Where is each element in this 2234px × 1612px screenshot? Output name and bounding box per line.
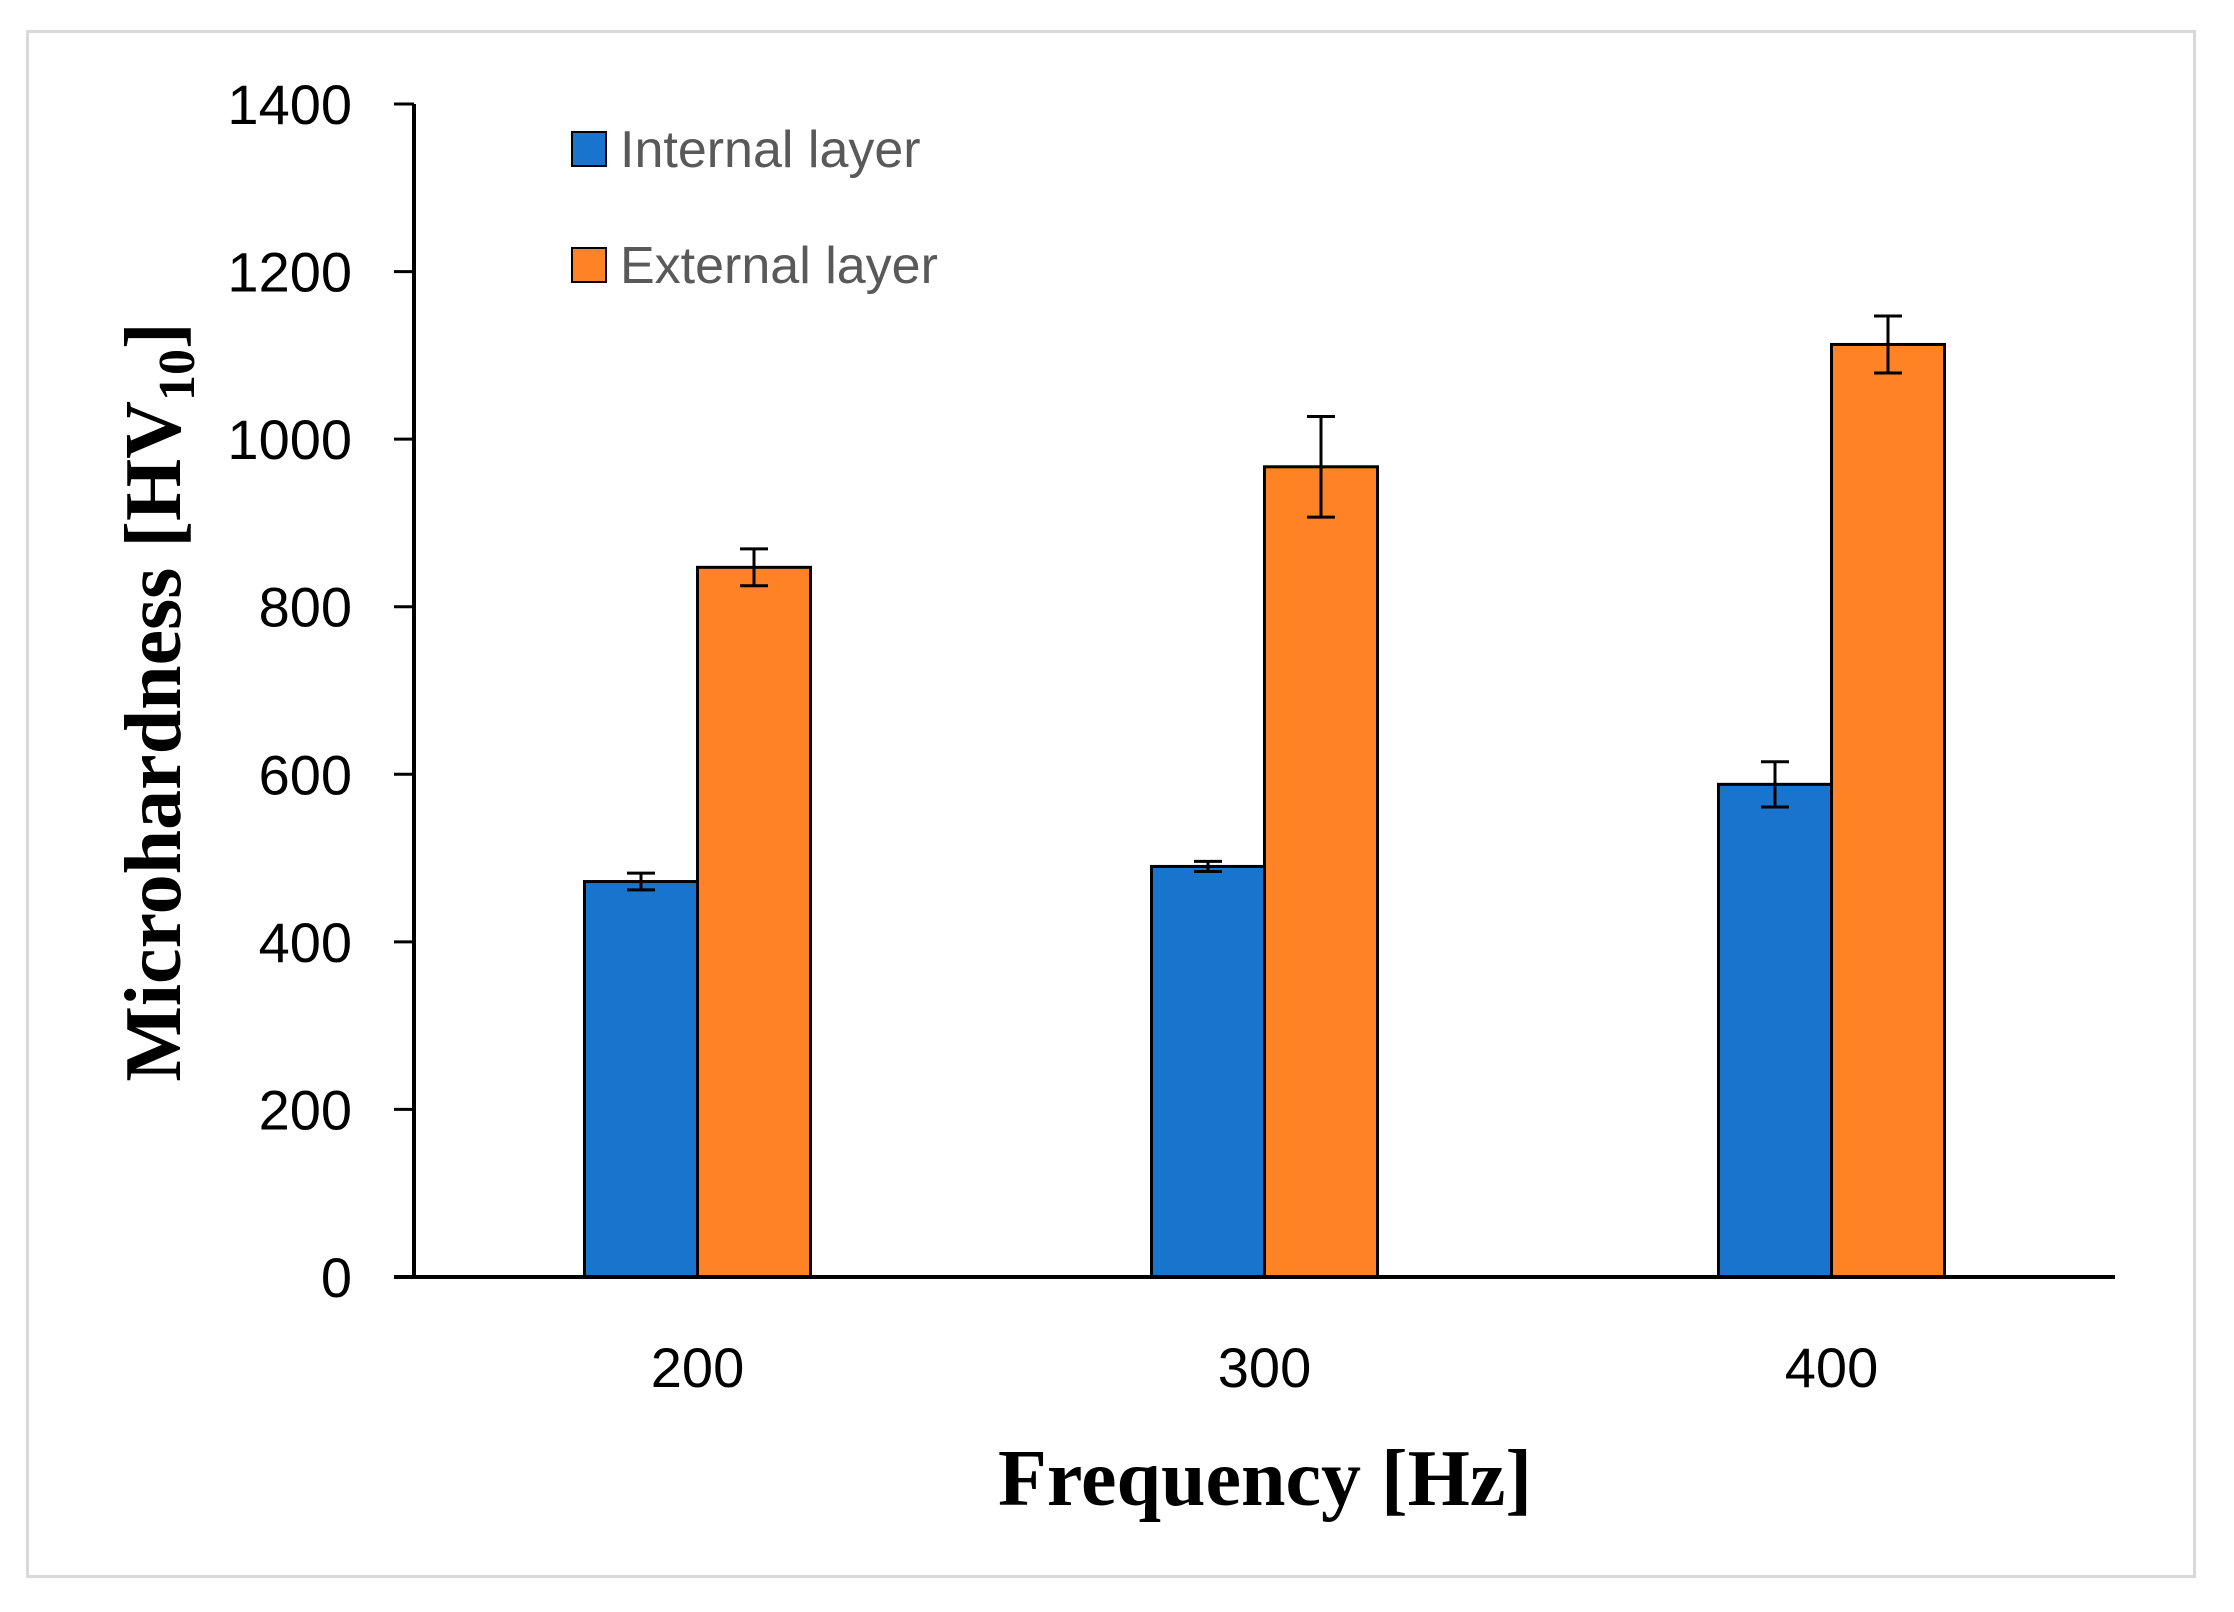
x-tick-label: 400 <box>1785 1336 1878 1399</box>
legend-label-external-layer: External layer <box>620 237 938 295</box>
bar-internal-layer-300 <box>1150 864 1266 1279</box>
error-bar-external-layer-200 <box>740 547 768 588</box>
legend-swatch-internal-layer <box>571 131 607 167</box>
y-axis-ticks: 0 200 400 600 800 1000 1200 1400 <box>227 73 414 1309</box>
y-axis-title: Microhardness [HV10] <box>110 322 206 1081</box>
bar-external-layer-400 <box>1830 342 1946 1279</box>
y-axis-title-close: ] <box>110 322 198 349</box>
bar-external-layer-300 <box>1263 465 1379 1279</box>
error-bar-external-layer-300 <box>1307 415 1335 519</box>
legend: Internal layer External layer <box>571 121 938 295</box>
bar-internal-layer-400 <box>1717 782 1833 1279</box>
y-tick-label: 400 <box>259 911 352 974</box>
error-bar-internal-layer-300 <box>1194 859 1222 873</box>
error-bar-internal-layer-400 <box>1761 760 1789 809</box>
x-axis-ticks: 200 300 400 <box>651 1336 1878 1399</box>
y-tick-label: 600 <box>259 743 352 806</box>
bar-external-layer-200 <box>696 565 812 1279</box>
bars <box>583 342 1946 1279</box>
x-axis-title: Frequency [Hz] <box>998 1435 1532 1523</box>
y-axis-title-main: Microhardness [HV <box>110 401 198 1082</box>
y-tick-label: 800 <box>259 576 352 639</box>
y-axis-title-subscript: 10 <box>149 349 206 401</box>
error-bar-internal-layer-200 <box>627 871 655 892</box>
y-tick-label: 200 <box>259 1078 352 1141</box>
x-tick-label: 200 <box>651 1336 744 1399</box>
y-tick-label: 0 <box>321 1246 352 1309</box>
y-tick-label: 1000 <box>227 408 352 471</box>
y-tick-label: 1200 <box>227 241 352 304</box>
error-bars <box>627 314 1902 892</box>
error-bar-external-layer-400 <box>1874 314 1902 375</box>
x-tick-label: 300 <box>1218 1336 1311 1399</box>
legend-label-internal-layer: Internal layer <box>620 121 921 179</box>
legend-swatch-external-layer <box>571 247 607 283</box>
bar-internal-layer-200 <box>583 880 699 1279</box>
y-tick-label: 1400 <box>227 73 352 136</box>
